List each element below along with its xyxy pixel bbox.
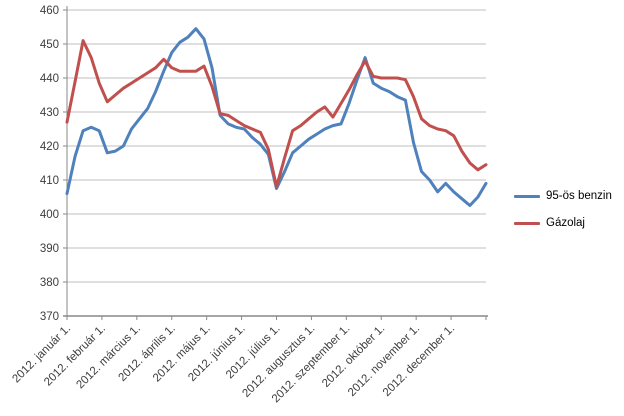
legend-item-benzin[interactable]: 95-ös benzin (514, 188, 612, 204)
chart-legend: 95-ös benzin Gázolaj (514, 188, 612, 242)
x-axis-label: 2012. október 1. (320, 323, 387, 390)
series-line-gazolaj[interactable] (65, 39, 488, 189)
x-axis-label: 2012. március 1. (74, 323, 143, 392)
y-axis-label: 440 (40, 73, 59, 85)
y-axis-label: 410 (40, 175, 59, 187)
benzin-line-swatch (514, 194, 540, 198)
gazolaj-line-swatch (514, 221, 540, 225)
y-axis-label: 370 (40, 311, 59, 323)
series-line-benzin[interactable] (65, 27, 488, 207)
y-axis-label: 450 (40, 39, 59, 51)
y-axis-label: 460 (40, 5, 59, 17)
legend-item-gazolaj[interactable]: Gázolaj (514, 215, 612, 231)
y-axis-label: 400 (40, 209, 59, 221)
x-axis-label: 2012. február 1. (42, 323, 108, 389)
y-axis-label: 420 (40, 141, 59, 153)
x-axis-label: 2012. január 1. (10, 323, 73, 386)
legend-label-gazolaj: Gázolaj (546, 217, 585, 229)
y-axis-label: 430 (40, 107, 59, 119)
y-axis-label: 380 (40, 277, 59, 289)
legend-label-benzin: 95-ös benzin (546, 190, 612, 202)
y-axis-label: 390 (40, 243, 59, 255)
